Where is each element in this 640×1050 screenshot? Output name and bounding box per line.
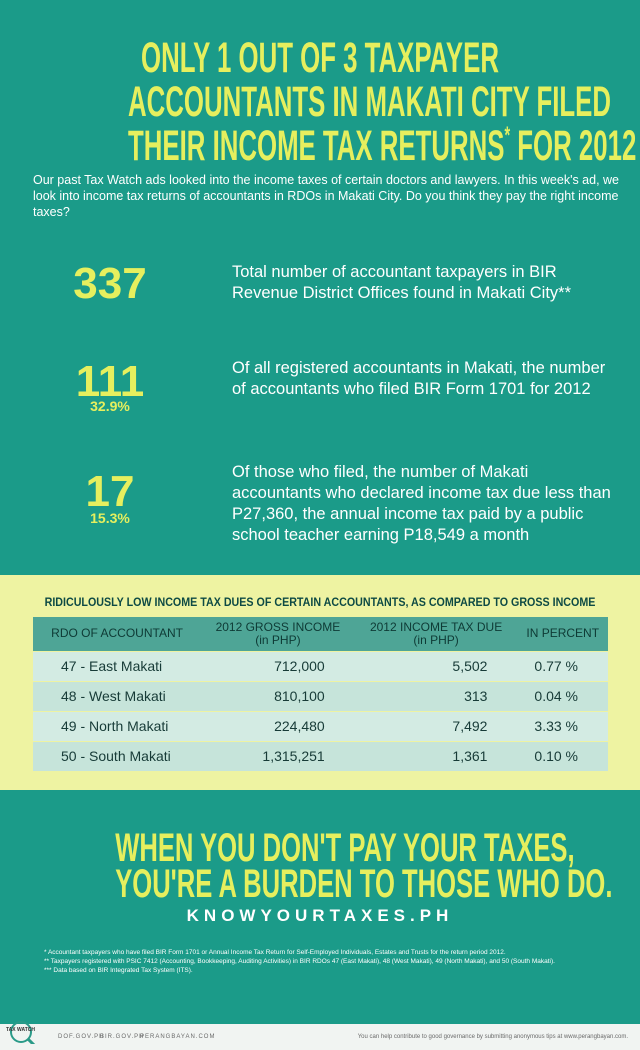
logo-icon — [10, 1021, 36, 1044]
table-cell: 5,502 — [354, 650, 518, 681]
column-header: 2012 INCOME TAX DUE (in PHP) — [354, 617, 518, 651]
column-label: IN PERCENT — [526, 626, 600, 641]
title-text: THEIR INCOME TAX RETURNS — [128, 122, 505, 170]
footer-note: You can help contribute to good governan… — [357, 1034, 628, 1040]
table-body: 47 - East Makati 712,000 5,502 0.77 % 48 - W… — [33, 650, 608, 771]
stat-value: 111 — [75, 357, 145, 406]
title: ONLY 1 OUT OF 3 TAXPAYER ACCOUNTANTS IN … — [0, 36, 640, 168]
table-cell: 47 - East Makati — [33, 650, 202, 681]
column-label: 2012 INCOME TAX DUE — [369, 619, 503, 634]
stat-value: 337 — [73, 259, 147, 308]
stat-value: 17 — [85, 467, 135, 516]
table-cell: 48 - West Makati — [33, 680, 202, 711]
table-cell: 224,480 — [201, 710, 355, 741]
stat-percent: 32.9% — [90, 398, 130, 414]
table-cell: 0.10 % — [517, 740, 608, 771]
footnote: ** Taxpayers registered with PSIC 7412 (… — [44, 958, 555, 965]
table-cell: 810,100 — [201, 680, 355, 711]
column-unit: (in PHP) — [255, 632, 301, 647]
table: RDO OF ACCOUNTANT 2012 GROSS INCOME (in PH… — [33, 617, 608, 771]
table-cell: 50 - South Makati — [33, 740, 202, 771]
slogan-line: WHEN YOU DON'T PAY YOUR TAXES, — [115, 826, 575, 870]
footnote-mark: * — [504, 122, 511, 149]
table-cell: 0.04 % — [517, 680, 608, 711]
title-text: FOR 2012 — [510, 122, 637, 170]
table-cell: 0.77 % — [517, 650, 608, 681]
table-title: RIDICULOUSLY LOW INCOME TAX DUES OF CERT… — [44, 597, 596, 609]
link[interactable]: DOF.GOV.PH — [58, 1034, 105, 1040]
footnotes: * Accountant taxpayers who have filed BI… — [44, 948, 604, 975]
table-cell: 1,361 — [354, 740, 518, 771]
table-cell: 712,000 — [201, 650, 355, 681]
site: KNOWYOURTAXES.PH — [186, 906, 454, 925]
slogan-line: YOU'RE A BURDEN TO THOSE WHO DO. — [115, 862, 613, 906]
table-row: 47 - East Makati 712,000 5,502 0.77 % — [33, 650, 608, 681]
stat-percent: 15.3% — [90, 510, 130, 526]
table-cell: 3.33 % — [517, 710, 608, 741]
stat-description: Of those who filed, the number of Makati… — [232, 463, 611, 544]
intro: Our past Tax Watch ads looked into the i… — [33, 173, 620, 219]
column-unit: (in PHP) — [413, 632, 459, 647]
header-row: RDO OF ACCOUNTANT 2012 GROSS INCOME (in PH… — [33, 617, 608, 651]
table-row: 49 - North Makati 224,480 7,492 3.33 % — [33, 710, 608, 741]
title-line: ONLY 1 OUT OF 3 TAXPAYER — [141, 34, 499, 82]
table-cell: 7,492 — [354, 710, 518, 741]
stat-description: Of all registered accountants in Makati,… — [232, 359, 606, 398]
column-label: 2012 GROSS INCOME — [215, 619, 341, 634]
footnote: *** Data based on BIR Integrated Tax Sys… — [44, 967, 193, 974]
slogan: WHEN YOU DON'T PAY YOUR TAXES, YOU'RE A … — [0, 826, 640, 906]
column-header: 2012 GROSS INCOME (in PHP) — [201, 617, 355, 651]
table-cell: 1,315,251 — [201, 740, 355, 771]
title-line: THEIR INCOME TAX RETURNS* FOR 2012 — [128, 122, 636, 170]
table-band: RIDICULOUSLY LOW INCOME TAX DUES OF CERT… — [0, 575, 640, 790]
logo: TAX WATCH — [6, 1027, 35, 1033]
link[interactable]: BIR.GOV.PH — [100, 1034, 145, 1040]
footnote: * Accountant taxpayers who have filed BI… — [44, 949, 506, 956]
table-row: 50 - South Makati 1,315,251 1,361 0.10 % — [33, 740, 608, 771]
column-header: RDO OF ACCOUNTANT — [33, 617, 202, 651]
footer: TAX WATCH DOF.GOV.PH BIR.GOV.PH PERANGBA… — [0, 1021, 640, 1050]
table-cell: 49 - North Makati — [33, 710, 202, 741]
stat-description: Total number of accountant taxpayers in … — [232, 263, 571, 302]
table-row: 48 - West Makati 810,100 313 0.04 % — [33, 680, 608, 711]
column-label: RDO OF ACCOUNTANT — [51, 626, 183, 641]
link[interactable]: PERANGBAYAN.COM — [140, 1034, 216, 1040]
title-line: ACCOUNTANTS IN MAKATI CITY FILED — [128, 78, 612, 126]
table-cell: 313 — [354, 680, 518, 711]
column-header: IN PERCENT — [517, 617, 608, 651]
